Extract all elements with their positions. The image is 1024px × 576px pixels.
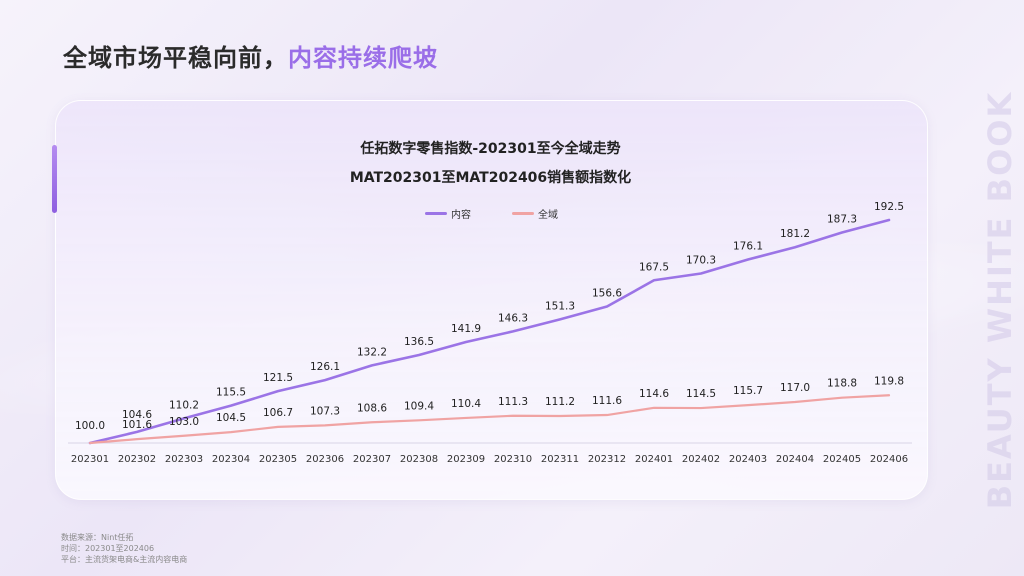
x-tick-label: 202310 [494, 454, 532, 465]
data-label-content: 176.1 [733, 241, 763, 253]
legend-label-all: 全域 [538, 209, 558, 221]
chart-title: 任拓数字零售指数-202301至今全域走势 [360, 141, 621, 157]
data-label-content: 181.2 [780, 228, 810, 240]
data-label-content: 104.6 [122, 409, 152, 421]
data-label-all: 119.8 [874, 375, 904, 387]
x-tick-label: 202404 [776, 454, 814, 465]
data-label-content: 121.5 [263, 372, 293, 384]
x-tick-label: 202401 [635, 454, 673, 465]
footnote-source: 数据来源：Nint任拓 [61, 533, 134, 542]
data-label-content: 132.2 [357, 346, 387, 358]
legend-item-all: 全域 [512, 205, 558, 221]
x-tick-label: 202304 [212, 454, 250, 465]
chart-card [55, 100, 928, 500]
data-label-all: 106.7 [263, 407, 293, 419]
legend-swatch-all [512, 211, 534, 215]
x-tick-label: 202406 [870, 454, 908, 465]
data-label-all: 114.5 [686, 388, 716, 400]
series-line-all [88, 394, 891, 445]
x-tick-label: 202302 [118, 454, 156, 465]
page-title-main: 全域市场平稳向前， [63, 44, 288, 72]
series-line-content [88, 218, 891, 445]
data-label-content: 170.3 [686, 255, 716, 267]
page-title-accent: 内容持续爬坡 [288, 44, 438, 72]
data-label-content: 110.2 [169, 399, 199, 411]
legend-label-content: 内容 [451, 209, 471, 221]
x-tick-label: 202403 [729, 454, 767, 465]
footnote-time: 时间：202301至202406 [61, 544, 155, 553]
chart-subtitle: MAT202301至MAT202406销售额指数化 [349, 170, 632, 186]
data-label-content: 100.0 [75, 420, 105, 432]
data-label-all: 104.5 [216, 412, 246, 424]
legend-item-content: 内容 [425, 205, 471, 221]
x-tick-label: 202303 [165, 454, 203, 465]
legend-swatch-content [425, 211, 447, 215]
data-label-content: 192.5 [874, 201, 904, 213]
data-label-content: 151.3 [545, 300, 575, 312]
data-label-content: 136.5 [404, 336, 434, 348]
x-tick-label: 202308 [400, 454, 438, 465]
data-label-all: 111.6 [592, 395, 622, 407]
x-tick-label: 202405 [823, 454, 861, 465]
data-label-all: 109.4 [404, 400, 434, 412]
data-label-all: 111.3 [498, 396, 528, 408]
x-tick-label: 202311 [541, 454, 579, 465]
x-tick-label: 202306 [306, 454, 344, 465]
footnote-platform: 平台：主流货架电商&主流内容电商 [61, 555, 188, 564]
data-label-all: 111.2 [545, 396, 575, 408]
data-label-content: 187.3 [827, 214, 857, 226]
data-label-all: 118.8 [827, 378, 857, 390]
data-label-content: 146.3 [498, 312, 528, 324]
x-tick-label: 202312 [588, 454, 626, 465]
data-label-content: 115.5 [216, 387, 246, 399]
page-title: 全域市场平稳向前，内容持续爬坡 [63, 38, 438, 73]
data-label-all: 107.3 [310, 405, 340, 417]
data-label-all: 108.6 [357, 402, 387, 414]
x-tick-label: 202307 [353, 454, 391, 465]
x-tick-label: 202305 [259, 454, 297, 465]
data-label-all: 101.6 [122, 419, 152, 431]
data-label-all: 115.7 [733, 385, 763, 397]
data-label-content: 167.5 [639, 261, 669, 273]
card-accent-bar [52, 145, 57, 213]
x-tick-label: 202301 [71, 454, 109, 465]
data-label-all: 110.4 [451, 398, 481, 410]
data-label-all: 117.0 [780, 382, 810, 394]
data-label-content: 126.1 [310, 361, 340, 373]
x-tick-label: 202402 [682, 454, 720, 465]
data-label-all: 114.6 [639, 388, 669, 400]
data-label-all: 103.0 [169, 416, 199, 428]
data-label-content: 141.9 [451, 323, 481, 335]
x-tick-label: 202309 [447, 454, 485, 465]
data-label-content: 156.6 [592, 288, 622, 300]
